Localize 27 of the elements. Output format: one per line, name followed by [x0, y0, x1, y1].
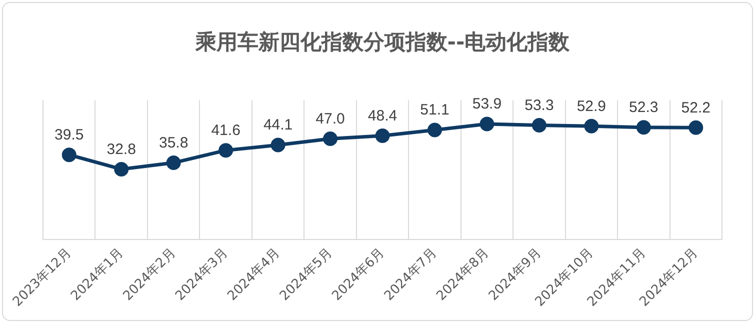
point	[323, 132, 338, 146]
point	[480, 116, 494, 132]
chart-title: 乘用车新四化指数分项指数--电动化指数	[194, 30, 571, 54]
data-label: 35.8	[158, 134, 188, 152]
point	[584, 118, 599, 134]
point	[427, 122, 442, 138]
data-label: 51.1	[420, 102, 450, 119]
data-label: 32.8	[106, 140, 136, 158]
point	[270, 138, 286, 152]
data-label: 47.0	[316, 110, 345, 128]
point	[688, 120, 704, 135]
data-label: 52.9	[576, 98, 606, 115]
point	[62, 148, 76, 162]
data-label: 53.9	[472, 96, 502, 113]
point	[532, 118, 546, 133]
point	[218, 143, 234, 158]
point	[166, 156, 181, 170]
data-label: 39.5	[54, 126, 84, 144]
data-label: 52.3	[629, 99, 658, 116]
point	[114, 162, 129, 176]
data-label: 48.4	[368, 107, 398, 124]
data-label: 41.6	[211, 122, 240, 139]
data-label: 53.3	[524, 96, 554, 114]
point	[636, 120, 651, 135]
data-label: 44.1	[263, 116, 293, 134]
point	[375, 128, 390, 144]
data-label: 52.2	[681, 99, 710, 116]
